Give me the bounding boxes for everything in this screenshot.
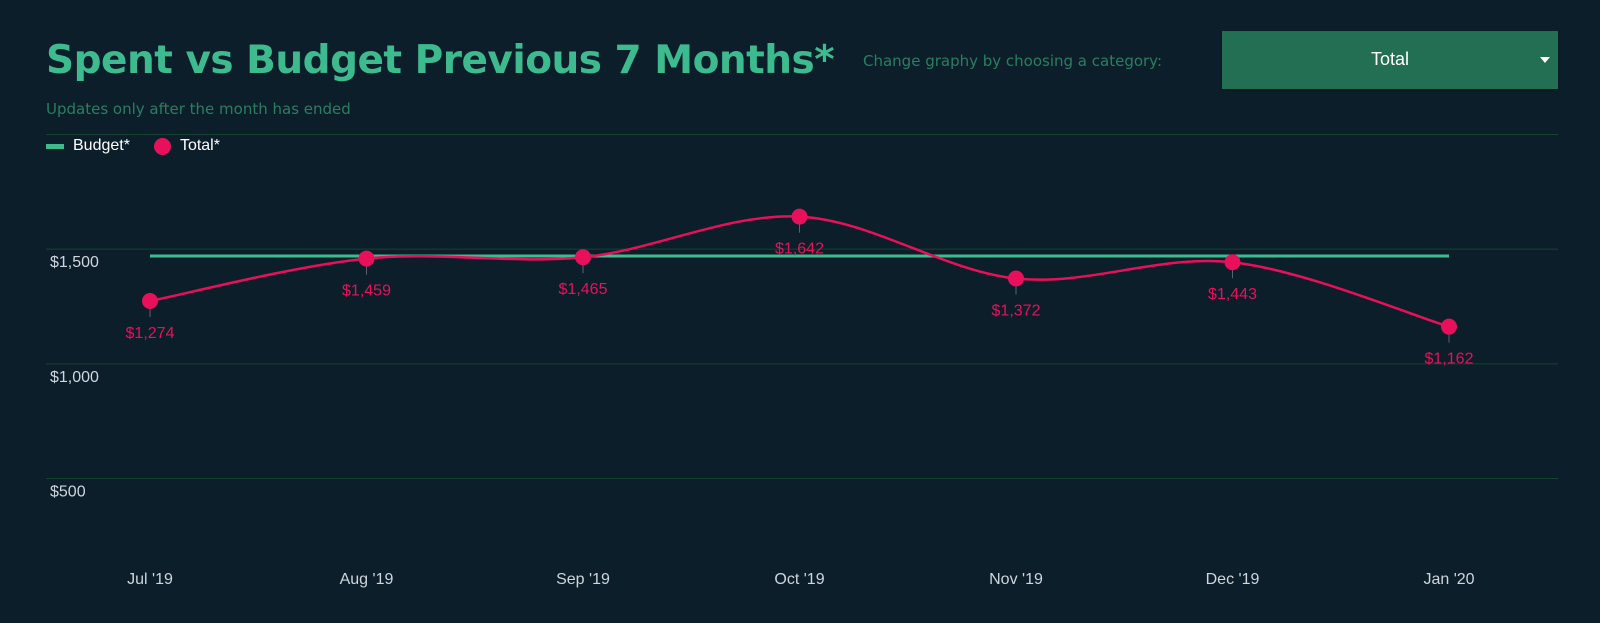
x-tick-label: Dec '19: [1206, 571, 1260, 588]
chart-title: Spent vs Budget Previous 7 Months*: [46, 38, 835, 83]
data-point-total: [575, 249, 591, 266]
legend-item-budget[interactable]: Budget*: [46, 137, 130, 155]
data-label-total: $1,459: [342, 283, 391, 300]
line-swatch-icon: [46, 143, 64, 149]
x-tick-label: Oct '19: [774, 571, 824, 588]
series-line-total: [149, 215, 1450, 328]
data-label-total: $1,642: [775, 241, 824, 258]
legend-label-total: Total*: [179, 137, 220, 154]
category-select-value: Total: [1370, 49, 1410, 69]
dot-swatch-icon: [153, 137, 171, 155]
y-tick-label: $1,000: [50, 369, 99, 386]
data-label-total: $1,162: [1425, 351, 1474, 368]
chart-legend: Budget* Total*: [46, 137, 244, 155]
data-point-total: [142, 292, 158, 309]
category-label: Change graphy by choosing a category:: [863, 52, 1163, 70]
y-tick-label: $500: [50, 484, 86, 501]
data-point-total: [791, 208, 808, 225]
caret-down-icon: [1540, 57, 1550, 63]
data-label-total: $1,274: [126, 325, 175, 342]
legend-label-budget: Budget*: [73, 137, 130, 154]
data-point-total: [1224, 254, 1241, 271]
y-tick-label: $1,500: [50, 254, 99, 271]
legend-item-total[interactable]: Total*: [153, 137, 220, 155]
x-tick-label: Aug '19: [340, 571, 394, 588]
data-point-total: [358, 250, 375, 267]
data-label-total: $1,372: [992, 303, 1041, 320]
x-tick-label: Jul '19: [127, 571, 173, 588]
data-point-total: [1008, 270, 1024, 287]
x-tick-label: Sep '19: [556, 571, 610, 588]
data-label-total: $1,465: [559, 281, 608, 298]
category-select[interactable]: Total: [1222, 31, 1558, 89]
data-point-total: [1441, 318, 1457, 335]
data-label-total: $1,443: [1208, 286, 1257, 303]
chart-subtitle: Updates only after the month has ended: [46, 100, 351, 118]
x-tick-label: Jan '20: [1423, 571, 1474, 588]
x-tick-label: Nov '19: [989, 571, 1043, 588]
